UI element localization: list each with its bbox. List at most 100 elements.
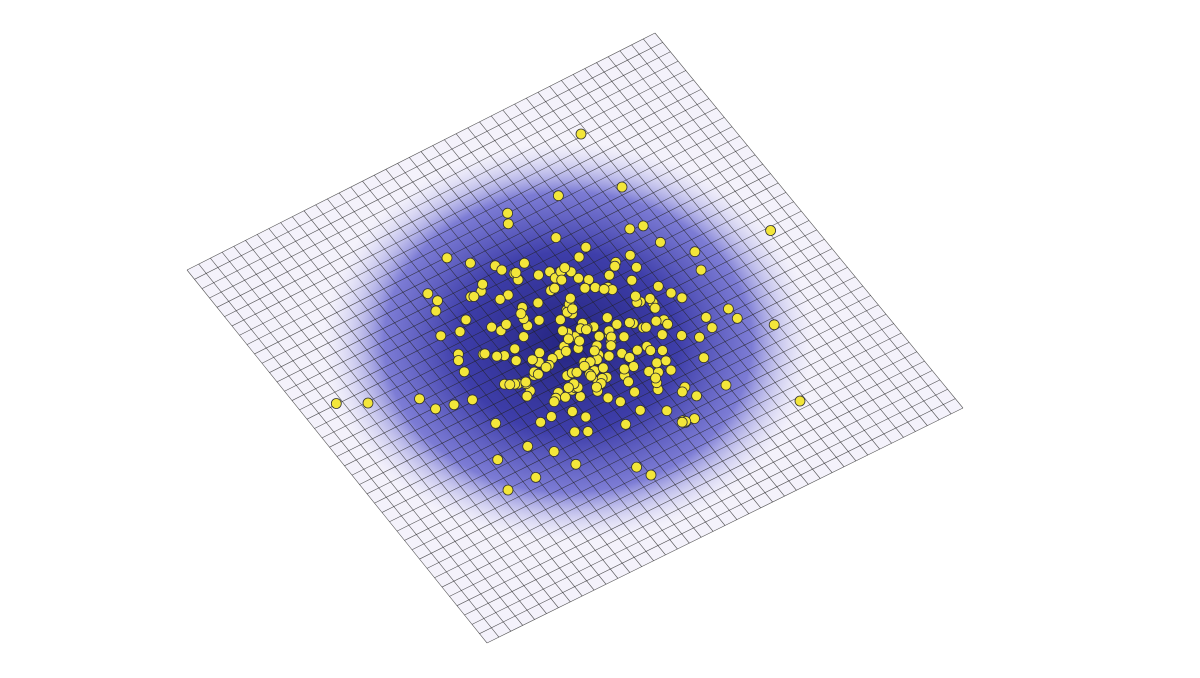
point: [555, 314, 566, 326]
grid-line: [449, 360, 925, 597]
point: [560, 391, 571, 403]
point: [623, 376, 634, 388]
point: [575, 128, 587, 140]
point: [691, 390, 702, 402]
point: [548, 446, 560, 457]
point: [676, 416, 688, 428]
point: [694, 331, 705, 343]
point: [723, 303, 734, 315]
point: [510, 355, 522, 367]
point: [624, 317, 635, 329]
point: [570, 458, 582, 470]
point: [650, 372, 661, 384]
point: [518, 331, 530, 343]
point: [640, 321, 652, 333]
point: [700, 311, 712, 323]
point: [602, 392, 614, 404]
point: [630, 290, 641, 302]
grid-line: [479, 398, 956, 634]
point: [479, 348, 491, 360]
point: [652, 280, 664, 292]
point: [650, 315, 662, 327]
point: [560, 345, 572, 357]
point: [589, 345, 600, 357]
point: [557, 325, 568, 337]
point: [662, 318, 673, 330]
point: [581, 324, 592, 336]
point: [579, 282, 591, 294]
point: [720, 379, 732, 391]
point: [676, 386, 688, 398]
point: [494, 293, 506, 305]
point: [618, 331, 630, 343]
point: [657, 345, 668, 356]
point: [580, 411, 592, 423]
point: [637, 220, 649, 232]
grid-line: [486, 407, 964, 644]
point: [624, 352, 635, 363]
point: [563, 333, 574, 345]
point: [569, 426, 581, 438]
grid-line: [561, 80, 869, 456]
point: [582, 426, 594, 437]
grid-line: [526, 97, 833, 473]
point: [605, 340, 617, 352]
point: [631, 344, 643, 356]
point: [454, 326, 466, 338]
point: [665, 287, 677, 299]
grid-line: [426, 332, 902, 569]
point: [530, 471, 542, 483]
point: [521, 390, 533, 402]
point: [676, 292, 688, 304]
grid-line: [411, 313, 887, 551]
point: [422, 288, 434, 300]
point: [533, 269, 544, 281]
point: [509, 343, 521, 355]
grid-line: [464, 379, 941, 616]
point: [618, 363, 630, 375]
grid-line: [584, 68, 892, 444]
point: [656, 329, 668, 341]
point: [519, 257, 530, 269]
grid-line: [479, 121, 785, 497]
point: [486, 321, 498, 333]
grid-line: [456, 370, 933, 606]
point: [430, 403, 442, 415]
point: [620, 418, 632, 430]
point: [567, 303, 578, 315]
point: [563, 382, 574, 394]
point: [458, 366, 470, 378]
point: [616, 181, 628, 193]
point: [601, 312, 613, 324]
point: [559, 262, 571, 274]
point: [502, 218, 514, 230]
point: [540, 361, 552, 373]
point: [468, 291, 480, 302]
point: [615, 396, 626, 408]
point: [453, 355, 464, 366]
point: [794, 395, 806, 407]
point: [522, 440, 534, 452]
point: [649, 302, 661, 314]
point: [548, 396, 560, 408]
point: [414, 393, 425, 405]
grid-line: [537, 92, 845, 467]
point: [695, 264, 707, 276]
point: [624, 223, 636, 235]
point: [634, 404, 646, 416]
point: [491, 350, 503, 362]
point: [567, 406, 578, 417]
point: [532, 297, 544, 309]
point: [629, 386, 640, 398]
point: [510, 267, 522, 279]
grid-line: [572, 74, 880, 450]
point: [435, 330, 447, 342]
point: [477, 278, 489, 290]
point: [502, 207, 514, 219]
point: [651, 357, 663, 369]
point: [626, 274, 638, 286]
grid-line: [471, 388, 948, 625]
point: [515, 308, 527, 320]
point: [585, 370, 597, 382]
